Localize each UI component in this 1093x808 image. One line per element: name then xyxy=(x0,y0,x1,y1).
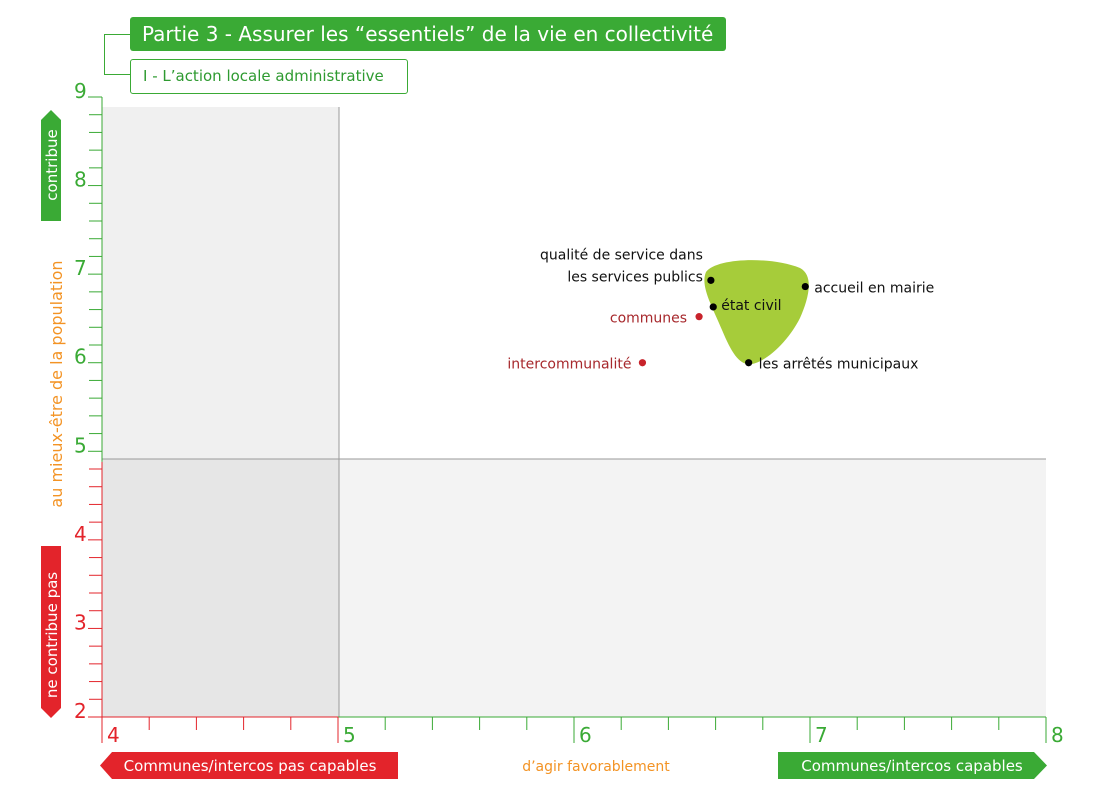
y-tick-label: 2 xyxy=(74,699,87,723)
y-tick-label: 7 xyxy=(74,256,87,280)
quadrant-bottom-right xyxy=(339,459,1046,717)
data-point-label: communes xyxy=(610,311,687,327)
y-middle-label: au mieux-être de la population xyxy=(47,260,66,507)
data-point xyxy=(745,359,753,367)
data-point xyxy=(695,313,703,321)
section-title: Partie 3 - Assurer les “essentiels” de l… xyxy=(130,17,726,51)
data-point-label: accueil en mairie xyxy=(814,281,934,297)
data-point-label: état civil xyxy=(721,298,781,314)
y-top-badge xyxy=(41,110,61,221)
y-tick-label: 5 xyxy=(74,433,87,457)
data-point-label: qualité de service dans xyxy=(540,247,703,263)
quadrant-bottom-left xyxy=(102,459,339,717)
x-right-badge xyxy=(778,752,1047,779)
x-right-label: Communes/intercos capables xyxy=(801,757,1023,775)
data-point-label: les arrêtés municipaux xyxy=(759,357,919,373)
x-left-label: Communes/intercos pas capables xyxy=(124,757,377,775)
data-point xyxy=(801,282,809,291)
data-point xyxy=(709,303,717,311)
title-connector xyxy=(104,34,130,75)
highlight-cluster xyxy=(704,260,809,365)
quadrant-top-left xyxy=(102,107,339,459)
x-tick-label: 5 xyxy=(343,723,356,747)
data-point xyxy=(707,276,715,284)
x-tick-label: 8 xyxy=(1051,723,1064,747)
y-tick-label: 4 xyxy=(74,522,87,546)
y-tick-label: 8 xyxy=(74,168,87,192)
data-point-label: intercommunalité xyxy=(507,357,631,373)
data-point-label: les services publics xyxy=(567,269,703,285)
y-tick-label: 6 xyxy=(74,345,87,369)
y-tick-label: 9 xyxy=(74,79,87,103)
y-bottom-label: ne contribue pas xyxy=(43,572,61,698)
x-tick-label: 6 xyxy=(579,723,592,747)
section-subtitle: I - L’action locale administrative xyxy=(130,59,408,94)
x-tick-label: 4 xyxy=(107,723,120,747)
data-point xyxy=(638,359,647,367)
y-bottom-badge xyxy=(41,546,61,718)
y-tick-label: 3 xyxy=(74,610,87,634)
x-middle-label: d’agir favorablement xyxy=(522,759,670,775)
y-top-label: contribue xyxy=(43,129,61,200)
x-left-badge xyxy=(100,752,398,779)
x-tick-label: 7 xyxy=(815,723,828,747)
